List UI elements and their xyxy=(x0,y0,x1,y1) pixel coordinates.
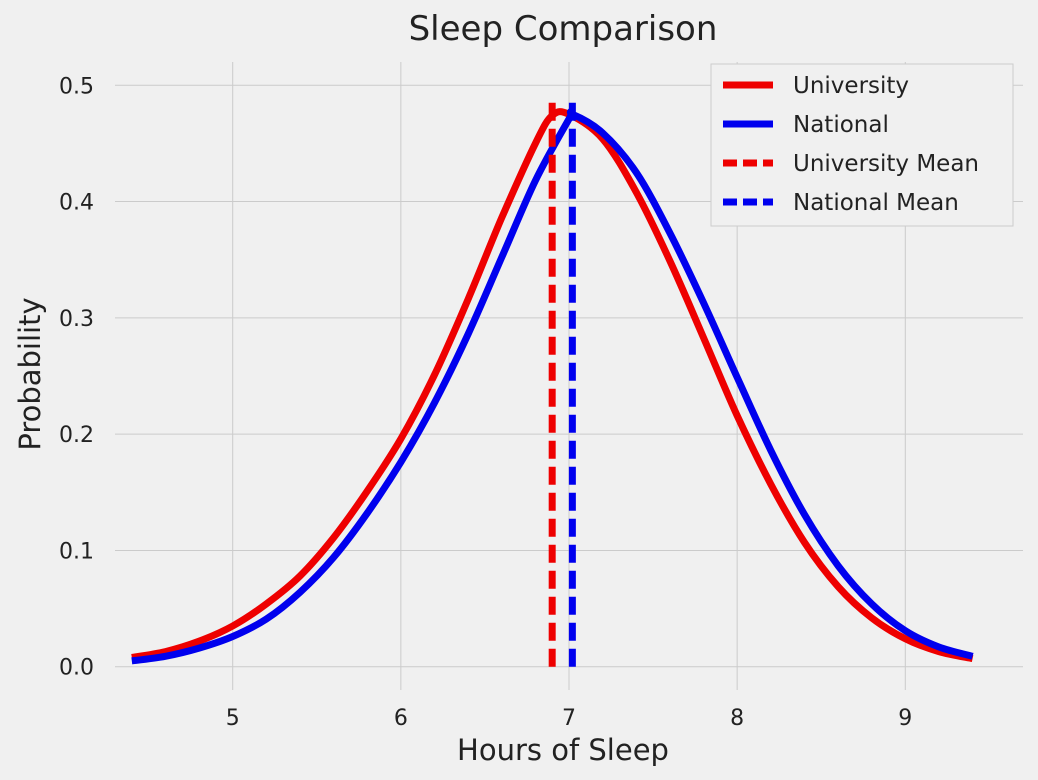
y-tick-label: 0.0 xyxy=(59,656,94,681)
legend-label-university-mean: University Mean xyxy=(793,151,979,177)
y-tick-label: 0.5 xyxy=(59,74,94,99)
x-axis-label: Hours of Sleep xyxy=(457,733,669,767)
series-layer xyxy=(131,96,974,667)
y-tick-label: 0.1 xyxy=(59,539,94,564)
legend-label-national-mean: National Mean xyxy=(793,190,959,216)
y-tick-label: 0.4 xyxy=(59,191,94,216)
x-tick-label: 9 xyxy=(898,706,912,731)
tick-labels: 5 6 7 8 9 0.0 0.1 0.2 0.3 0.4 0.5 xyxy=(59,74,912,731)
y-tick-label: 0.2 xyxy=(59,423,94,448)
chart-title: Sleep Comparison xyxy=(409,9,718,49)
legend-label-university: University xyxy=(793,73,909,99)
x-tick-label: 8 xyxy=(730,706,744,731)
x-tick-label: 6 xyxy=(394,706,408,731)
x-tick-label: 5 xyxy=(226,706,240,731)
y-axis-label: Probability xyxy=(13,297,47,450)
x-tick-label: 7 xyxy=(562,706,576,731)
legend-label-national: National xyxy=(793,112,889,138)
y-tick-label: 0.3 xyxy=(59,307,94,332)
legend: University National University Mean Nati… xyxy=(710,63,1014,227)
legend-box xyxy=(710,63,1014,227)
